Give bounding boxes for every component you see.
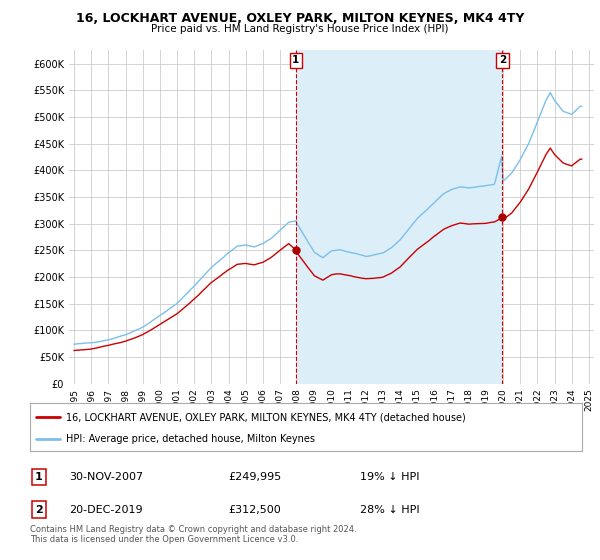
Text: 2: 2 bbox=[35, 505, 43, 515]
Text: 1: 1 bbox=[35, 472, 43, 482]
Text: Contains HM Land Registry data © Crown copyright and database right 2024.
This d: Contains HM Land Registry data © Crown c… bbox=[30, 525, 356, 544]
Text: HPI: Average price, detached house, Milton Keynes: HPI: Average price, detached house, Milt… bbox=[66, 434, 315, 444]
Text: 1: 1 bbox=[292, 55, 299, 66]
Text: Price paid vs. HM Land Registry's House Price Index (HPI): Price paid vs. HM Land Registry's House … bbox=[151, 24, 449, 34]
Text: 28% ↓ HPI: 28% ↓ HPI bbox=[360, 505, 419, 515]
Text: 20-DEC-2019: 20-DEC-2019 bbox=[69, 505, 143, 515]
Text: 19% ↓ HPI: 19% ↓ HPI bbox=[360, 472, 419, 482]
Text: 30-NOV-2007: 30-NOV-2007 bbox=[69, 472, 143, 482]
Bar bbox=[296, 50, 502, 384]
Text: 2: 2 bbox=[499, 55, 506, 66]
Text: 16, LOCKHART AVENUE, OXLEY PARK, MILTON KEYNES, MK4 4TY (detached house): 16, LOCKHART AVENUE, OXLEY PARK, MILTON … bbox=[66, 413, 466, 422]
Text: £312,500: £312,500 bbox=[228, 505, 281, 515]
Text: £249,995: £249,995 bbox=[228, 472, 281, 482]
Text: 16, LOCKHART AVENUE, OXLEY PARK, MILTON KEYNES, MK4 4TY: 16, LOCKHART AVENUE, OXLEY PARK, MILTON … bbox=[76, 12, 524, 25]
